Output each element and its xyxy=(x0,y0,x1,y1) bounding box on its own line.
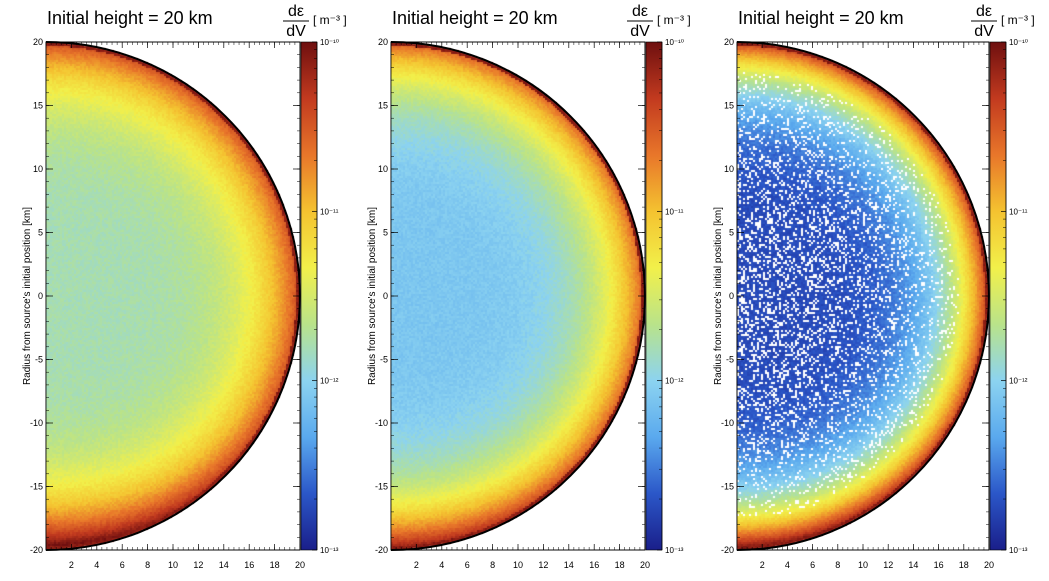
x-tick-label: 20 xyxy=(640,560,650,570)
colorbar-title-numerator: dε xyxy=(976,3,992,20)
x-tick-label: 18 xyxy=(270,560,280,570)
x-tick-label: 18 xyxy=(959,560,969,570)
x-tick-label: 16 xyxy=(589,560,599,570)
x-tick-label: 14 xyxy=(564,560,574,570)
y-tick-label: 0 xyxy=(38,291,43,301)
x-tick-label: 16 xyxy=(244,560,254,570)
x-tick-label: 8 xyxy=(835,560,840,570)
y-tick-label: 20 xyxy=(724,37,734,47)
colorbar-tick-label: 10⁻¹¹ xyxy=(665,207,684,216)
x-tick-label: 12 xyxy=(538,560,548,570)
density-heatmap xyxy=(46,42,300,550)
colorbar-unit: [ m⁻³ ] xyxy=(313,13,347,27)
colorbar-title-denominator: dV xyxy=(974,23,994,40)
y-tick-label: 5 xyxy=(729,228,734,238)
x-tick-label: 8 xyxy=(490,560,495,570)
colorbar xyxy=(300,41,318,551)
x-tick-label: 2 xyxy=(69,560,74,570)
y-tick-label: 5 xyxy=(38,228,43,238)
y-tick-label: 20 xyxy=(33,37,43,47)
x-tick-label: 4 xyxy=(94,560,99,570)
x-tick-label: 4 xyxy=(439,560,444,570)
x-tick-label: 10 xyxy=(858,560,868,570)
y-tick-label: -10 xyxy=(721,418,734,428)
chart-title: Initial height = 20 km xyxy=(47,8,213,28)
y-axis-title: Radius from source's initial position [k… xyxy=(22,207,33,385)
y-tick-label: 10 xyxy=(378,164,388,174)
y-axis-title: Radius from source's initial position [k… xyxy=(713,207,724,385)
y-tick-label: 15 xyxy=(724,101,734,111)
y-tick-label: -15 xyxy=(30,482,43,492)
density-heatmap xyxy=(391,42,645,550)
colorbar-tick-label: 10⁻¹¹ xyxy=(1009,207,1028,216)
density-heatmap xyxy=(737,42,989,550)
y-tick-label: -15 xyxy=(375,482,388,492)
colorbar-tick-label: 10⁻¹⁰ xyxy=(665,38,684,47)
y-tick-label: 20 xyxy=(378,37,388,47)
y-tick-label: -20 xyxy=(375,545,388,555)
y-tick-label: -20 xyxy=(721,545,734,555)
x-tick-label: 20 xyxy=(295,560,305,570)
y-tick-label: 15 xyxy=(378,101,388,111)
heatmap-panel-3: Initial height = 20 km 2 4 6 8 10 12 14 16 18 20 20… xyxy=(713,3,1035,570)
y-tick-label: 0 xyxy=(383,291,388,301)
colorbar-title-numerator: dε xyxy=(632,3,648,20)
colorbar-unit: [ m⁻³ ] xyxy=(1001,13,1035,27)
y-tick-label: 0 xyxy=(729,291,734,301)
colorbar-title-denominator: dV xyxy=(630,23,650,40)
colorbar xyxy=(645,41,663,551)
colorbar-tick-label: 10⁻¹³ xyxy=(1009,546,1028,555)
colorbar-tick-label: 10⁻¹³ xyxy=(320,546,339,555)
colorbar-tick-label: 10⁻¹² xyxy=(1009,377,1028,386)
y-tick-label: -20 xyxy=(30,545,43,555)
colorbar xyxy=(989,41,1007,551)
colorbar-tick-label: 10⁻¹⁰ xyxy=(1009,38,1028,47)
y-tick-label: -15 xyxy=(721,482,734,492)
y-tick-label: 10 xyxy=(724,164,734,174)
x-tick-label: 12 xyxy=(193,560,203,570)
chart-title: Initial height = 20 km xyxy=(392,8,558,28)
x-tick-label: 6 xyxy=(465,560,470,570)
x-tick-label: 14 xyxy=(908,560,918,570)
x-tick-label: 12 xyxy=(883,560,893,570)
y-tick-label: -10 xyxy=(375,418,388,428)
y-tick-label: -5 xyxy=(35,355,43,365)
colorbar-tick-label: 10⁻¹¹ xyxy=(320,207,339,216)
x-tick-label: 20 xyxy=(984,560,994,570)
x-tick-label: 6 xyxy=(810,560,815,570)
colorbar-unit: [ m⁻³ ] xyxy=(657,13,691,27)
chart-title: Initial height = 20 km xyxy=(738,8,904,28)
x-tick-label: 16 xyxy=(934,560,944,570)
y-tick-label: 15 xyxy=(33,101,43,111)
x-tick-label: 2 xyxy=(414,560,419,570)
x-tick-label: 8 xyxy=(145,560,150,570)
x-tick-label: 4 xyxy=(785,560,790,570)
x-tick-label: 6 xyxy=(120,560,125,570)
x-tick-label: 14 xyxy=(219,560,229,570)
colorbar-tick-label: 10⁻¹² xyxy=(665,377,684,386)
y-tick-label: -5 xyxy=(726,355,734,365)
colorbar-title-denominator: dV xyxy=(286,23,306,40)
y-axis-title: Radius from source's initial position [k… xyxy=(367,207,378,385)
x-tick-label: 10 xyxy=(513,560,523,570)
colorbar-tick-label: 10⁻¹² xyxy=(320,377,339,386)
y-tick-label: -10 xyxy=(30,418,43,428)
heatmap-panel-2: Initial height = 20 km 2 4 6 8 10 12 14 16 18 20 20… xyxy=(367,3,691,570)
colorbar-tick-label: 10⁻¹³ xyxy=(665,546,684,555)
x-tick-label: 10 xyxy=(168,560,178,570)
x-tick-label: 18 xyxy=(615,560,625,570)
heatmap-panel-1: Initial height = 20 km 2 4 6 8 10 12 14 16 18 20 20… xyxy=(22,3,347,570)
y-tick-label: -5 xyxy=(380,355,388,365)
colorbar-title-numerator: dε xyxy=(288,3,304,20)
colorbar-tick-label: 10⁻¹⁰ xyxy=(320,38,339,47)
x-tick-label: 2 xyxy=(760,560,765,570)
y-tick-label: 5 xyxy=(383,228,388,238)
y-tick-label: 10 xyxy=(33,164,43,174)
